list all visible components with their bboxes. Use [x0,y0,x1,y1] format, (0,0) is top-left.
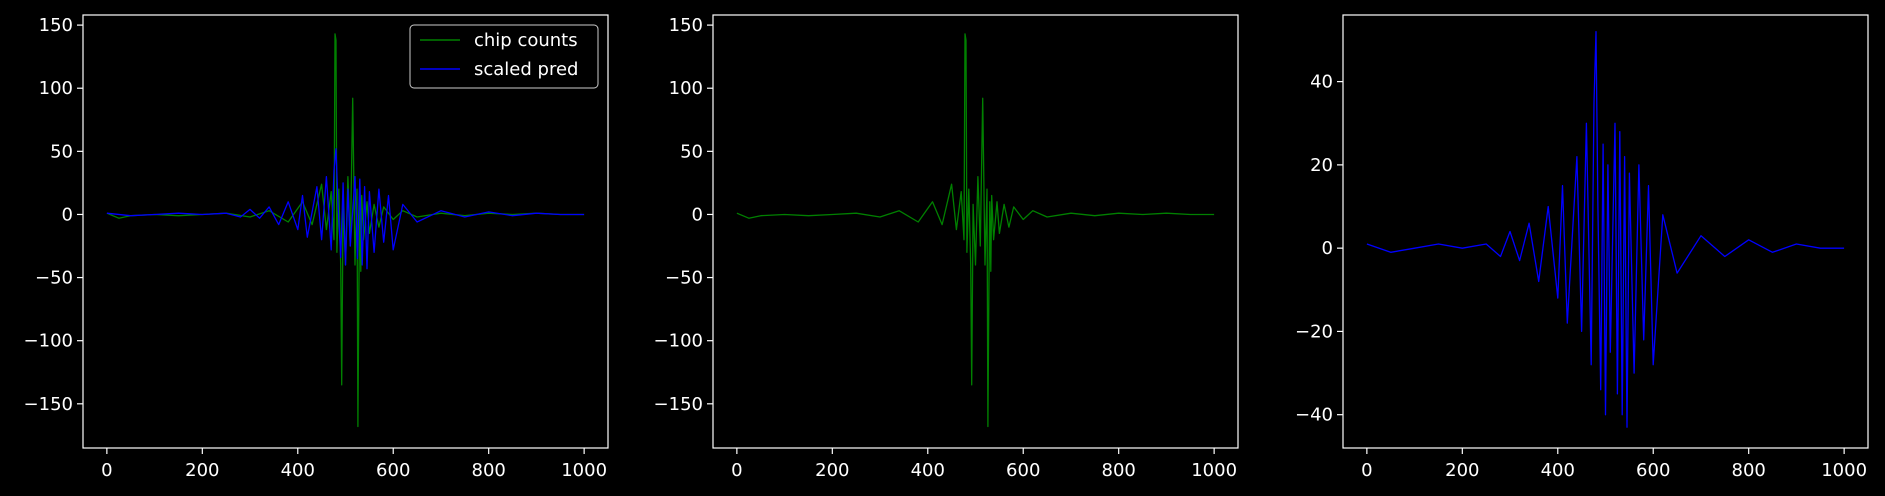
x-tick-label: 800 [472,460,506,481]
x-tick-label: 400 [281,460,315,481]
x-axis: 0 200 400 600 800 1000 [101,448,607,481]
y-tick-label: −150 [24,394,73,415]
axes-frame [1342,14,1869,449]
chart-panel-3: −40 −20 0 20 40 0 200 400 600 800 1000 [1295,14,1869,481]
x-tick-label: 600 [1006,460,1040,481]
y-tick-label: −100 [654,331,703,352]
x-tick-label: 200 [185,460,219,481]
y-axis: −150 −100 −50 0 50 100 150 [24,15,83,415]
x-tick-label: 0 [1361,460,1372,481]
y-axis: −40 −20 0 20 40 [1295,72,1343,426]
y-tick-label: −40 [1295,405,1333,426]
x-axis: 0 200 400 600 800 1000 [1361,448,1867,481]
y-tick-label: −100 [24,331,73,352]
plot-lines [736,33,1215,428]
legend-label-chip-counts: chip counts [474,30,578,51]
x-tick-label: 800 [1732,460,1766,481]
plot-lines [1366,31,1845,428]
y-tick-label: −50 [35,268,73,289]
x-tick-label: 200 [1445,460,1479,481]
plot-lines [106,33,585,428]
y-tick-label: 100 [669,78,703,99]
axes-frame [82,14,609,449]
y-tick-label: 50 [680,141,703,162]
y-tick-label: −20 [1295,321,1333,342]
y-tick-label: 100 [39,78,73,99]
y-axis: −150 −100 −50 0 50 100 150 [654,15,713,415]
x-tick-label: 0 [101,460,112,481]
x-tick-label: 600 [376,460,410,481]
x-tick-label: 1000 [1191,460,1237,481]
legend-label-scaled-pred: scaled pred [474,59,578,80]
x-tick-label: 1000 [1821,460,1867,481]
y-tick-label: 40 [1310,72,1333,93]
axes-frame [712,14,1239,449]
line-series-0 [1366,31,1845,428]
x-tick-label: 600 [1636,460,1670,481]
x-tick-label: 0 [731,460,742,481]
line-series-0 [736,33,1215,428]
x-tick-label: 1000 [561,460,607,481]
y-tick-label: 0 [692,204,703,225]
y-tick-label: 150 [39,15,73,36]
chart-panel-1: −150 −100 −50 0 50 100 150 0 200 400 600 800 1000 c… [24,14,609,481]
y-tick-label: 50 [50,141,73,162]
y-tick-label: −150 [654,394,703,415]
legend: chip counts scaled pred [409,24,599,89]
x-tick-label: 800 [1102,460,1136,481]
x-tick-label: 400 [911,460,945,481]
line-scaled-pred [106,148,585,270]
y-tick-label: 0 [1322,238,1333,259]
x-tick-label: 200 [815,460,849,481]
y-tick-label: 150 [669,15,703,36]
y-tick-label: 0 [62,204,73,225]
x-axis: 0 200 400 600 800 1000 [731,448,1237,481]
y-tick-label: −50 [665,268,703,289]
y-tick-label: 20 [1310,155,1333,176]
chart-panel-2: −150 −100 −50 0 50 100 150 0 200 400 600 800 1000 [654,14,1239,481]
x-tick-label: 400 [1541,460,1575,481]
